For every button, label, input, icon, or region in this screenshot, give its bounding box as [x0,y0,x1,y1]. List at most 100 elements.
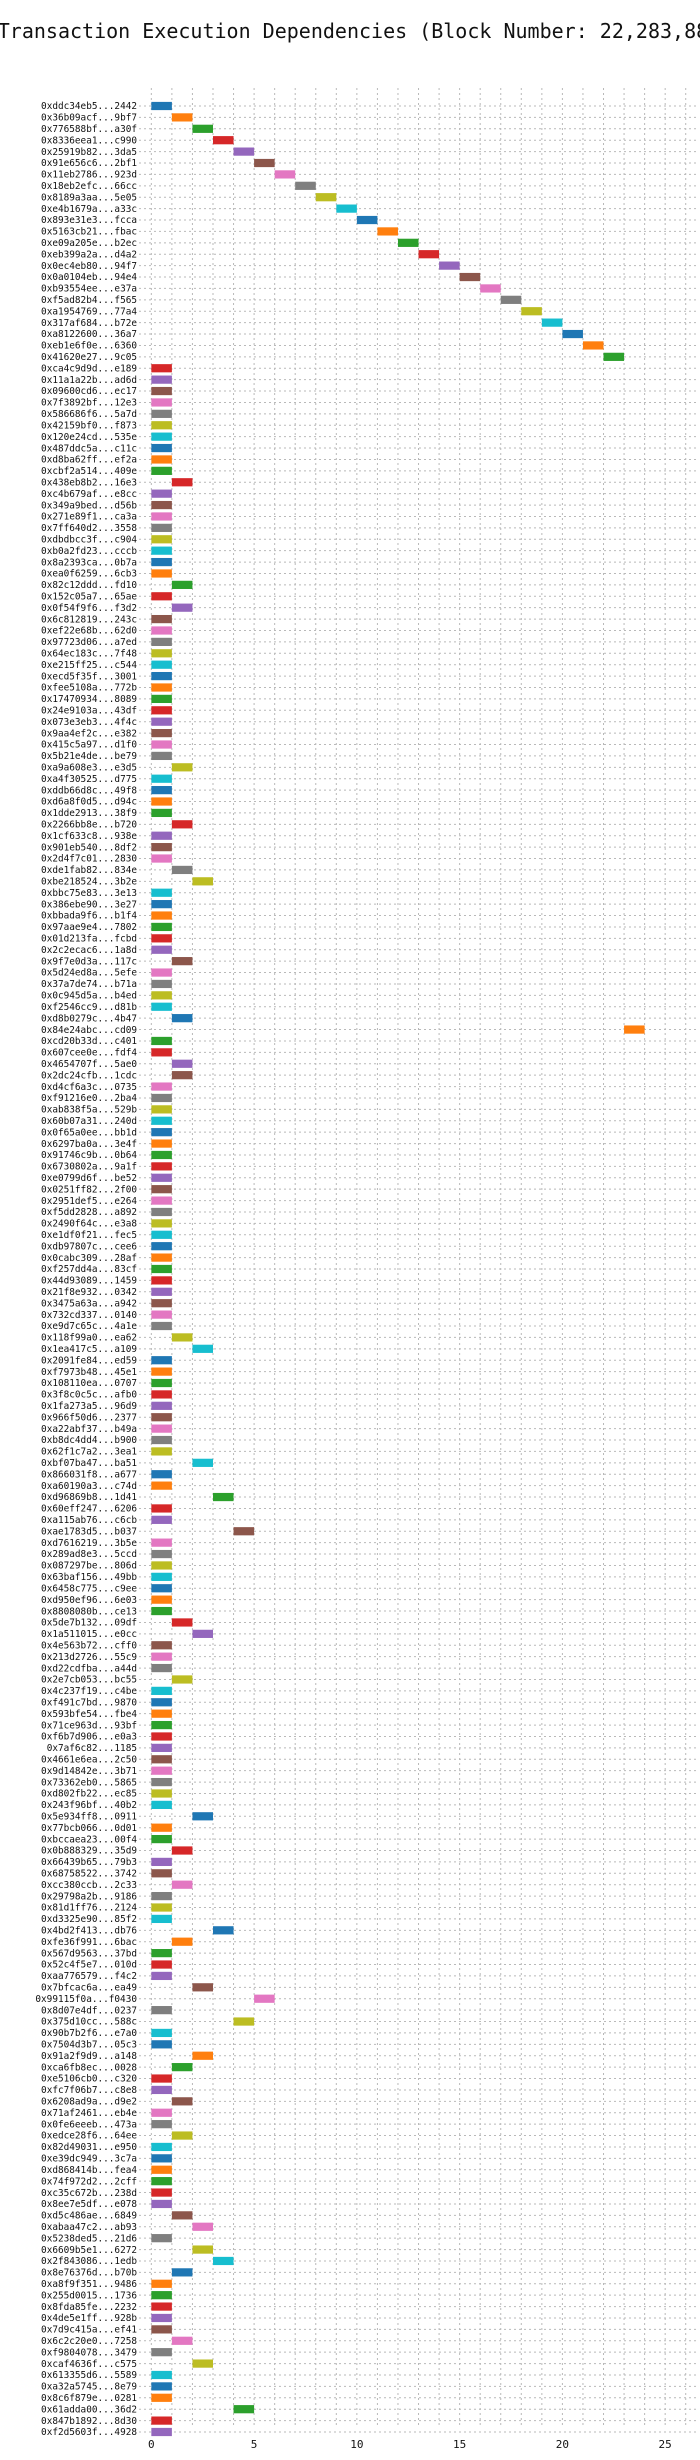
transaction-label: 0x11a1a22b...ad6d [41,375,137,386]
execution-bar [151,649,172,658]
execution-bar [151,854,172,863]
transaction-label: 0x243f96bf...40b2 [41,1800,137,1811]
execution-bar [151,2382,172,2391]
execution-bar [151,546,172,555]
execution-bar [151,1196,172,1205]
transaction-label: 0xea0f6259...6cb3 [41,569,137,580]
execution-bar [151,991,172,1000]
execution-bar [151,1356,172,1365]
execution-bar [151,1857,172,1867]
transaction-label: 0x7f3892bf...12e3 [41,398,137,409]
execution-bar [171,865,193,875]
transaction-label: 0xd950ef96...6e03 [41,1595,137,1606]
execution-bar [603,352,625,361]
transaction-label: 0x0f54f9f6...f3d2 [41,603,137,614]
execution-bar [295,181,316,190]
execution-bar [151,1424,172,1433]
transaction-label: 0x24e9103a...43df [41,706,137,717]
execution-bar [151,1777,172,1787]
transaction-label: 0x073e3eb3...4f4c [41,717,137,728]
execution-bar [151,2188,172,2197]
execution-bar [151,1652,172,1661]
transaction-label: 0xa60190a3...c74d [41,1481,137,1492]
execution-bar [171,2063,193,2072]
execution-bar [151,843,172,852]
transaction-label: 0x81d1ff76...2124 [41,1903,137,1914]
execution-bar [151,1276,172,1285]
transaction-label: 0x42159bf0...f873 [41,420,137,431]
execution-bar [171,763,193,772]
chart-title: Transaction Execution Dependencies (Bloc… [0,19,700,43]
transaction-label: 0xddc34eb5...2442 [41,101,137,112]
execution-bar [151,1207,172,1217]
execution-bar [151,1949,172,1958]
execution-bar [151,911,172,920]
execution-bar [315,193,337,202]
transaction-label: 0xe0799d6f...be52 [41,1173,137,1184]
execution-bar [151,1572,172,1581]
transaction-label: 0xd8b0279c...4b47 [41,1013,137,1024]
execution-bar [192,2245,213,2254]
execution-bar [151,934,172,943]
transaction-label: 0x1cf633c8...938e [41,831,137,842]
execution-bar [151,717,172,726]
transaction-label: 0x8fda85fe...2232 [41,2302,137,2313]
execution-bar [192,1812,213,1821]
transaction-label: 0x866031f8...a677 [41,1469,137,1480]
transaction-label: 0xa22abf37...b49a [41,1424,137,1435]
execution-bar [212,2256,234,2266]
transaction-label: 0x152c05a7...65ae [41,591,137,602]
transaction-label: 0x52c4f5e7...010d [41,1960,137,1971]
transaction-label: 0x289ad8e3...5ccd [41,1549,137,1560]
execution-bar [151,1538,172,1547]
execution-bar [151,1378,172,1388]
execution-bar [171,1937,193,1946]
execution-bar [151,922,172,932]
execution-bar [151,797,172,806]
transaction-label: 0x4de5e1ff...928b [41,2313,137,2324]
transaction-label: 0xef22e68b...62d0 [41,626,137,637]
transaction-label: 0x108110ea...0707 [41,1378,137,1389]
execution-bar [151,1082,172,1091]
execution-bar [151,614,172,624]
execution-bar [171,1014,193,1023]
transaction-label: 0x1dde2913...38f9 [41,808,137,819]
execution-bar [151,1914,172,1924]
transaction-label: 0xa8f9f351...9486 [41,2279,137,2290]
execution-bar [151,535,172,544]
transaction-label: 0x255d0015...1736 [41,2290,137,2301]
execution-bar [151,706,172,715]
execution-bar [151,1299,172,1308]
transaction-label: 0x17470934...8089 [41,694,137,705]
transaction-label: 0x84e24abc...cd09 [41,1025,137,1036]
transaction-label: 0x5e934ff8...0911 [41,1811,137,1822]
execution-bar [151,808,172,818]
transaction-label: 0x5238ded5...21d6 [41,2233,137,2244]
execution-bar [151,1709,172,1718]
transaction-label: 0xfee5108a...772b [41,683,137,694]
transaction-label: 0x6c2c20e0...7258 [41,2336,137,2347]
transaction-label: 0x8d07e4df...0237 [41,2005,137,2016]
execution-bar [171,1333,193,1342]
execution-bar [151,2348,172,2357]
transaction-label: 0xdbdbcc3f...c904 [41,534,137,545]
execution-bar [151,1093,172,1103]
execution-bar [151,2313,172,2323]
transaction-label: 0x4bd2f413...db76 [41,1926,137,1937]
transaction-label: 0x90b7b2f6...e7a0 [41,2028,137,2039]
transaction-label: 0x438eb8b2...16e3 [41,477,137,488]
transaction-label: 0x11eb2786...923d [41,170,137,181]
transaction-label: 0x01d213fa...fcbd [41,934,137,945]
execution-bar [151,660,172,669]
execution-bar [151,489,172,498]
execution-bar [151,2074,172,2083]
execution-bar [151,2370,172,2380]
transaction-label: 0xfe36f991...6bac [41,1937,137,1948]
execution-bar [171,1059,193,1068]
transaction-label: 0xaa776579...f4c2 [41,1971,137,1982]
execution-bar [151,569,172,578]
execution-bar [151,2028,172,2038]
transaction-label: 0x8c6f879e...0281 [41,2393,137,2404]
transaction-label: 0x6730802a...9a1f [41,1162,137,1173]
execution-bar [562,329,583,339]
